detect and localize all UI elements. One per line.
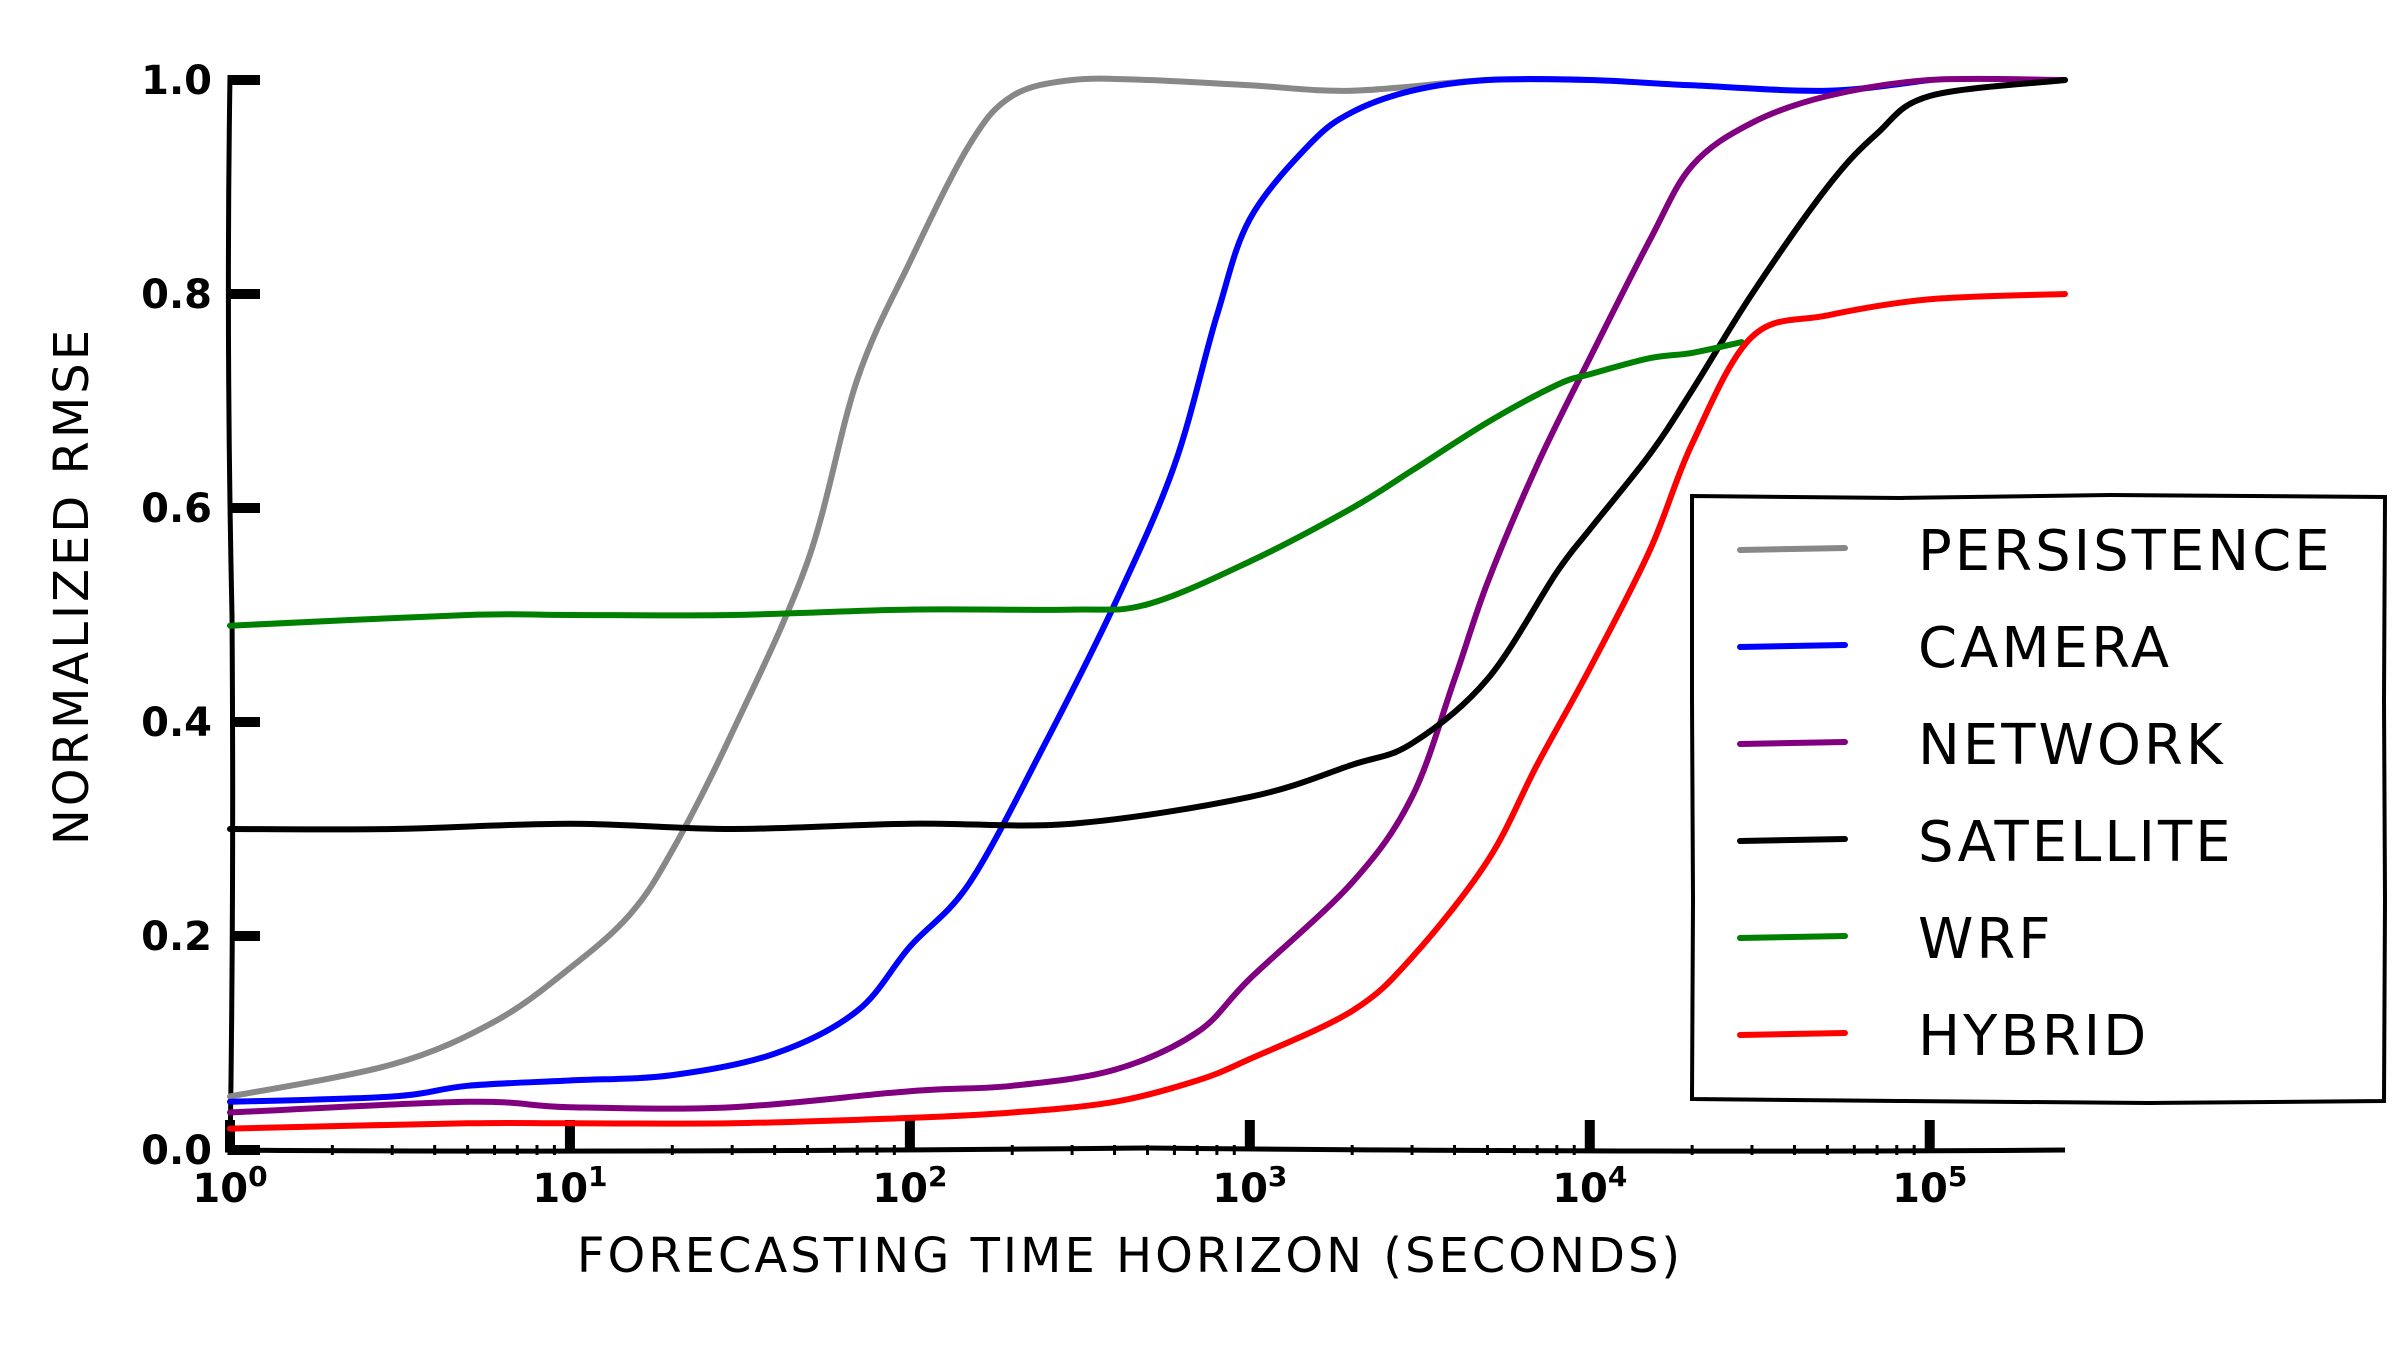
series-line-network: [227, 75, 2068, 1116]
legend-label: SATELLITE: [1918, 810, 2234, 875]
legend-label: CAMERA: [1918, 616, 2172, 681]
x-tick-label: 104: [1552, 1160, 1627, 1212]
legend-label: NETWORK: [1918, 713, 2226, 778]
series-line-satellite: [227, 77, 2068, 833]
legend-label: HYBRID: [1918, 1004, 2149, 1069]
series-line-wrf: [227, 339, 1745, 629]
x-tick-label: 102: [872, 1160, 947, 1212]
y-ticks: 0.0 0.2 0.4 0.6 0.8 1.0: [141, 58, 260, 1174]
y-tick-label: 0.2: [141, 914, 212, 960]
y-tick-label: 0.4: [141, 700, 212, 746]
x-tick-label: 105: [1892, 1160, 1967, 1212]
y-tick-label: 0.6: [141, 486, 212, 532]
y-tick-label: 1.0: [141, 58, 212, 104]
legend-swatch: [1737, 836, 1848, 844]
legend: PERSISTENCE CAMERA NETWORK SATELLITE WRF HYBR…: [1689, 492, 2388, 1106]
legend-swatch: [1737, 933, 1848, 941]
y-tick-label: 0.8: [141, 272, 212, 318]
x-tick-label: 100: [192, 1160, 267, 1212]
legend-swatch: [1737, 642, 1848, 650]
y-axis-title: NORMALIZED RMSE: [44, 327, 100, 845]
legend-label: PERSISTENCE: [1918, 519, 2333, 584]
x-tick-label: 101: [532, 1160, 607, 1212]
series-line-camera: [227, 75, 1933, 1105]
legend-swatch: [1737, 739, 1848, 747]
legend-swatch: [1737, 545, 1848, 553]
y-tick-label: 0.0: [141, 1128, 212, 1174]
series-line-hybrid: [227, 291, 2068, 1132]
series-group: [227, 75, 2068, 1132]
x-axis-line: [224, 1145, 2066, 1154]
legend-swatch: [1737, 1030, 1848, 1038]
x-ticks: 100 101 102 103 104 105: [192, 1120, 1967, 1212]
legend-box: [1689, 492, 2388, 1106]
legend-items: PERSISTENCE CAMERA NETWORK SATELLITE WRF HYBR…: [1737, 519, 2333, 1069]
series-line-persistence: [227, 75, 1593, 1100]
x-axis-title: FORECASTING TIME HORIZON (SECONDS): [577, 1228, 1683, 1284]
x-tick-label: 103: [1212, 1160, 1287, 1212]
y-axis-line: [225, 74, 236, 1156]
legend-label: WRF: [1918, 907, 2054, 972]
